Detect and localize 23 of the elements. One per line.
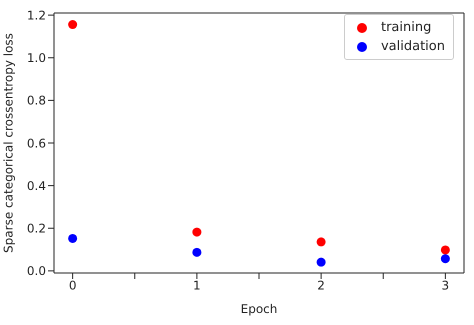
y-tick-label: 1.0	[26, 51, 46, 66]
y-tick-label: 1.2	[26, 8, 46, 22]
x-tick-label: 2	[317, 278, 325, 293]
point	[440, 254, 450, 264]
y-tick-label: 0.0	[26, 264, 46, 278]
point	[316, 237, 326, 246]
point	[440, 245, 450, 254]
legend-label: training	[380, 19, 432, 37]
x-tick-label: 3	[442, 278, 450, 293]
y-tick-label: 0.4	[26, 178, 46, 193]
legend-label: validation	[380, 38, 445, 56]
y-tick-label: 0.6	[26, 136, 46, 150]
y-tick-label: 0.8	[26, 94, 46, 108]
x-axis-title: Epoch	[240, 302, 278, 316]
x-tick-label: 1	[193, 278, 201, 293]
point	[68, 20, 78, 30]
y-axis-title: Sparse categorical crossentropy loss	[1, 33, 16, 253]
point	[192, 248, 202, 257]
y-tick-label: 0.2	[26, 222, 46, 236]
point	[68, 234, 78, 243]
point	[316, 258, 326, 267]
point	[192, 228, 202, 237]
x-tick-label: 0	[68, 278, 76, 293]
